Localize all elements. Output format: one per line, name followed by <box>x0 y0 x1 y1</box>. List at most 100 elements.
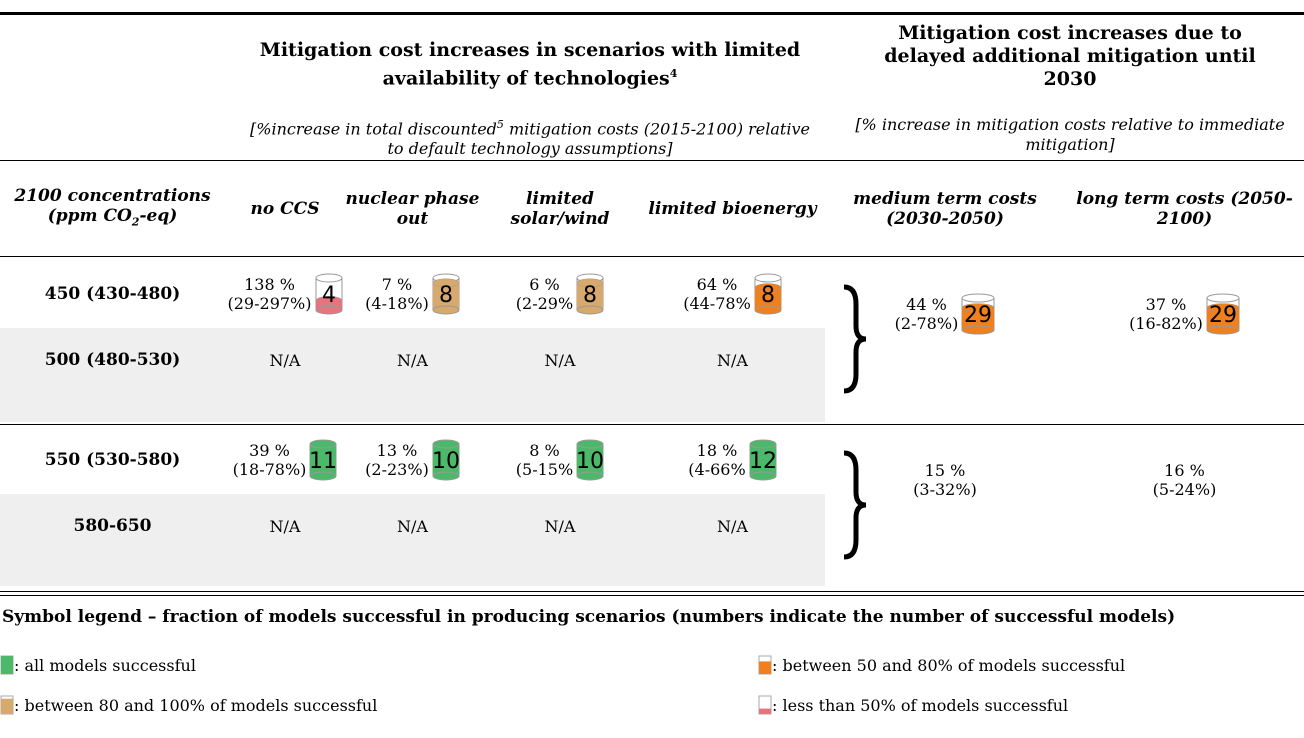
cell-value: 6 % <box>529 275 560 294</box>
row-shade <box>0 494 825 586</box>
cell-range: (4-18%) <box>365 294 429 313</box>
icon-part <box>576 278 604 288</box>
cell: N/A <box>640 328 825 392</box>
cell-value: 37 % <box>1145 295 1187 314</box>
legend-item: : between 80 and 100% of models successf… <box>0 690 540 720</box>
cell-values: 18 % (4-66% <box>688 441 745 479</box>
title-sup: 4 <box>669 67 678 81</box>
cell-range: (16-82%) <box>1129 314 1203 333</box>
row-label-text: 500 (480-530) <box>44 350 181 370</box>
cell-range: (2-29% <box>515 294 574 313</box>
icon-part <box>1206 303 1240 312</box>
cell-values: N/A <box>545 351 576 370</box>
cell-values: N/A <box>545 517 576 536</box>
cell: 18 % (4-66% 12 <box>640 428 825 492</box>
column-label-part: limited solar/wind <box>510 189 610 229</box>
model-icon: 10 <box>576 439 604 481</box>
delayed-cell: 44 % (2-78%) 29 <box>825 282 1065 346</box>
column-header: long term costs (2050-2100) <box>1065 166 1304 252</box>
column-label: long term costs (2050-2100) <box>1065 189 1304 229</box>
cell-value: N/A <box>717 350 748 370</box>
delayed-cell: 37 % (16-82%) 29 <box>1065 282 1304 346</box>
icon-part <box>961 325 995 335</box>
column-header: 2100 concentrations (ppm CO2-eq) <box>0 166 225 252</box>
cell-value: N/A <box>717 516 748 536</box>
column-label-part: medium term costs (2030-2050) <box>853 189 1037 229</box>
column-header: limited solar/wind <box>480 166 640 252</box>
row-label: 450 (430-480) <box>0 262 225 326</box>
icon-part <box>749 471 777 481</box>
column-header: medium term costs (2030-2050) <box>825 166 1065 252</box>
icon-part <box>749 439 777 449</box>
brace <box>843 450 867 560</box>
cell-value: 18 % <box>696 441 738 460</box>
icon-part <box>962 307 995 330</box>
column-label: medium term costs (2030-2050) <box>825 189 1065 229</box>
icon-part <box>432 471 460 481</box>
model-icon: 29 <box>1206 293 1240 335</box>
group1-header: Mitigation cost increases in scenarios w… <box>230 35 830 95</box>
cell-value: N/A <box>544 516 576 536</box>
icon-part <box>1206 307 1239 330</box>
column-header: limited bioenergy <box>640 166 825 252</box>
legend-item: : all models successful <box>0 650 540 680</box>
legend-title: Symbol legend – fraction of models succe… <box>2 607 1176 627</box>
group2-subtitle: [% increase in mitigation costs relative… <box>855 115 1285 154</box>
cell-value: 16 % <box>1164 461 1205 480</box>
cell-range: (3-32%) <box>913 480 977 499</box>
icon-part <box>1206 293 1240 303</box>
icon-part <box>309 439 337 449</box>
icon-part <box>315 300 342 310</box>
legend-text: : less than 50% of models successful <box>772 695 1069 715</box>
cell-value: 138 % <box>244 275 295 294</box>
column-label: limited bioenergy <box>648 199 816 219</box>
column-label-part: -eq) <box>139 205 178 226</box>
icon-part <box>432 444 459 476</box>
rule <box>0 424 1304 425</box>
column-label-part: 2100 concentrations (ppm CO <box>14 185 211 226</box>
row-label-text: 450 (430-480) <box>44 284 181 304</box>
cell-values: 8 % (5-15% <box>516 441 573 479</box>
cell: N/A <box>225 328 345 392</box>
subtitle-part: [%increase in total discounted <box>250 119 497 139</box>
cell-values: N/A <box>270 351 301 370</box>
model-icon: 8 <box>432 273 460 315</box>
cell-range: (18-78%) <box>232 460 307 479</box>
model-icon: 8 <box>576 273 604 315</box>
icon-part <box>754 283 782 292</box>
cell-values: 6 % (2-29% <box>516 275 573 313</box>
model-icon: 29 <box>961 293 995 335</box>
icon-part <box>749 444 776 476</box>
cell-values: N/A <box>397 351 428 370</box>
model-icon: 12 <box>749 439 777 481</box>
column-label-part: no CCS <box>250 199 320 219</box>
rule <box>0 595 1304 596</box>
cell-values: N/A <box>270 517 301 536</box>
cell: 7 % (4-18%) 8 <box>345 262 480 326</box>
column-label: limited solar/wind <box>480 189 640 229</box>
icon-part <box>315 305 342 315</box>
delayed-cell: 15 % (3-32%) <box>825 448 1065 512</box>
row-label-text: 550 (530-580) <box>44 450 181 470</box>
row-label: 500 (480-530) <box>0 328 225 392</box>
cell-values: 44 % (2-78%) <box>895 295 959 333</box>
cell: N/A <box>345 494 480 558</box>
column-label: 2100 concentrations (ppm CO2-eq) <box>0 186 225 232</box>
cell: N/A <box>480 328 640 392</box>
legend-item: : between 50 and 80% of models successfu… <box>758 650 1298 680</box>
subtitle-part: 5 <box>496 118 504 131</box>
icon-part <box>961 293 995 303</box>
column-label-part: long term costs (2050-2100) <box>1076 189 1293 229</box>
icon-part <box>754 273 782 283</box>
cell-values: N/A <box>717 351 748 370</box>
cell-values: 37 % (16-82%) <box>1129 295 1203 333</box>
row-label-text: 580-650 <box>73 516 152 536</box>
cell: N/A <box>480 494 640 558</box>
cell: 13 % (2-23%) 10 <box>345 428 480 492</box>
subtitle-part: mitigation costs (2015-2100) relative to… <box>387 119 810 159</box>
rule <box>0 256 1304 257</box>
cell: 39 % (18-78%) 11 <box>225 428 345 492</box>
cell: N/A <box>345 328 480 392</box>
legend-swatch <box>0 695 14 715</box>
legend-text: : between 50 and 80% of models successfu… <box>772 655 1126 675</box>
